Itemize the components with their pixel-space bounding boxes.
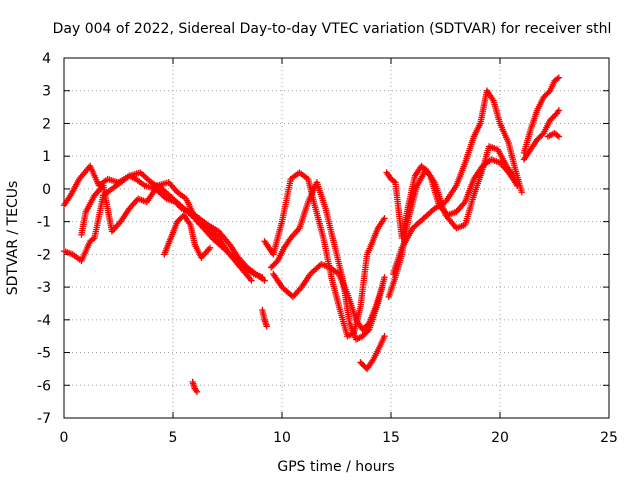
data-point xyxy=(206,244,214,252)
data-point xyxy=(381,332,388,340)
series-s4 xyxy=(161,211,214,261)
series-s16 xyxy=(544,130,563,140)
series-s6 xyxy=(259,306,270,330)
data-point xyxy=(193,388,201,396)
data-point xyxy=(381,274,388,281)
data-point xyxy=(261,277,268,284)
data-point xyxy=(381,215,388,222)
series-s13 xyxy=(389,87,525,278)
y-tick-label: -5 xyxy=(37,346,51,362)
chart-title: Day 004 of 2022, Sidereal Day-to-day VTE… xyxy=(53,21,612,37)
y-tick-label: 3 xyxy=(42,84,51,100)
data-point xyxy=(555,107,563,114)
y-tick-label: 4 xyxy=(42,51,51,67)
series-s10 xyxy=(357,332,388,373)
data-point-interp xyxy=(554,132,561,139)
y-tick-label: 0 xyxy=(42,182,51,198)
y-tick-label: 2 xyxy=(42,116,51,132)
y-tick-label: -1 xyxy=(37,215,51,231)
data-point-interp xyxy=(545,88,553,96)
y-tick-label: -3 xyxy=(37,280,51,296)
series-s14 xyxy=(520,74,563,157)
data-point-interp xyxy=(390,178,398,185)
x-tick-label: 5 xyxy=(169,430,178,446)
x-tick-label: 20 xyxy=(491,430,509,446)
data-point xyxy=(379,283,386,291)
data-point-interp xyxy=(89,235,97,243)
y-tick-label: -2 xyxy=(37,247,51,263)
x-tick-label: 25 xyxy=(600,430,618,446)
data-points xyxy=(60,74,563,396)
data-point-interp xyxy=(554,75,561,82)
series-s15 xyxy=(520,107,563,163)
y-tick-label: 1 xyxy=(42,149,51,165)
x-tick-label: 10 xyxy=(273,430,291,446)
x-tick-label: 15 xyxy=(382,430,400,446)
data-point xyxy=(555,74,563,81)
x-axis-label: GPS time / hours xyxy=(277,459,394,475)
series-s9 xyxy=(270,260,386,333)
plot-border xyxy=(63,57,610,419)
data-point xyxy=(259,274,266,281)
data-point xyxy=(263,323,270,330)
data-point xyxy=(248,277,255,284)
data-point-interp xyxy=(364,327,372,335)
y-tick-label: -7 xyxy=(37,411,51,427)
y-tick-label: -4 xyxy=(37,313,51,329)
axis-ticks: 0 5 10 15 20 25 -7 -6 -5 -4 -3 -2 -1 0 1 2 3 4 xyxy=(37,51,618,446)
series-s3 xyxy=(78,179,255,284)
x-tick-label: 0 xyxy=(60,430,69,446)
y-tick-label: -6 xyxy=(37,378,51,394)
data-point xyxy=(518,188,525,196)
y-axis-label: SDTVAR / TECUs xyxy=(5,181,21,296)
data-point xyxy=(555,133,563,140)
series-s5 xyxy=(189,378,201,396)
